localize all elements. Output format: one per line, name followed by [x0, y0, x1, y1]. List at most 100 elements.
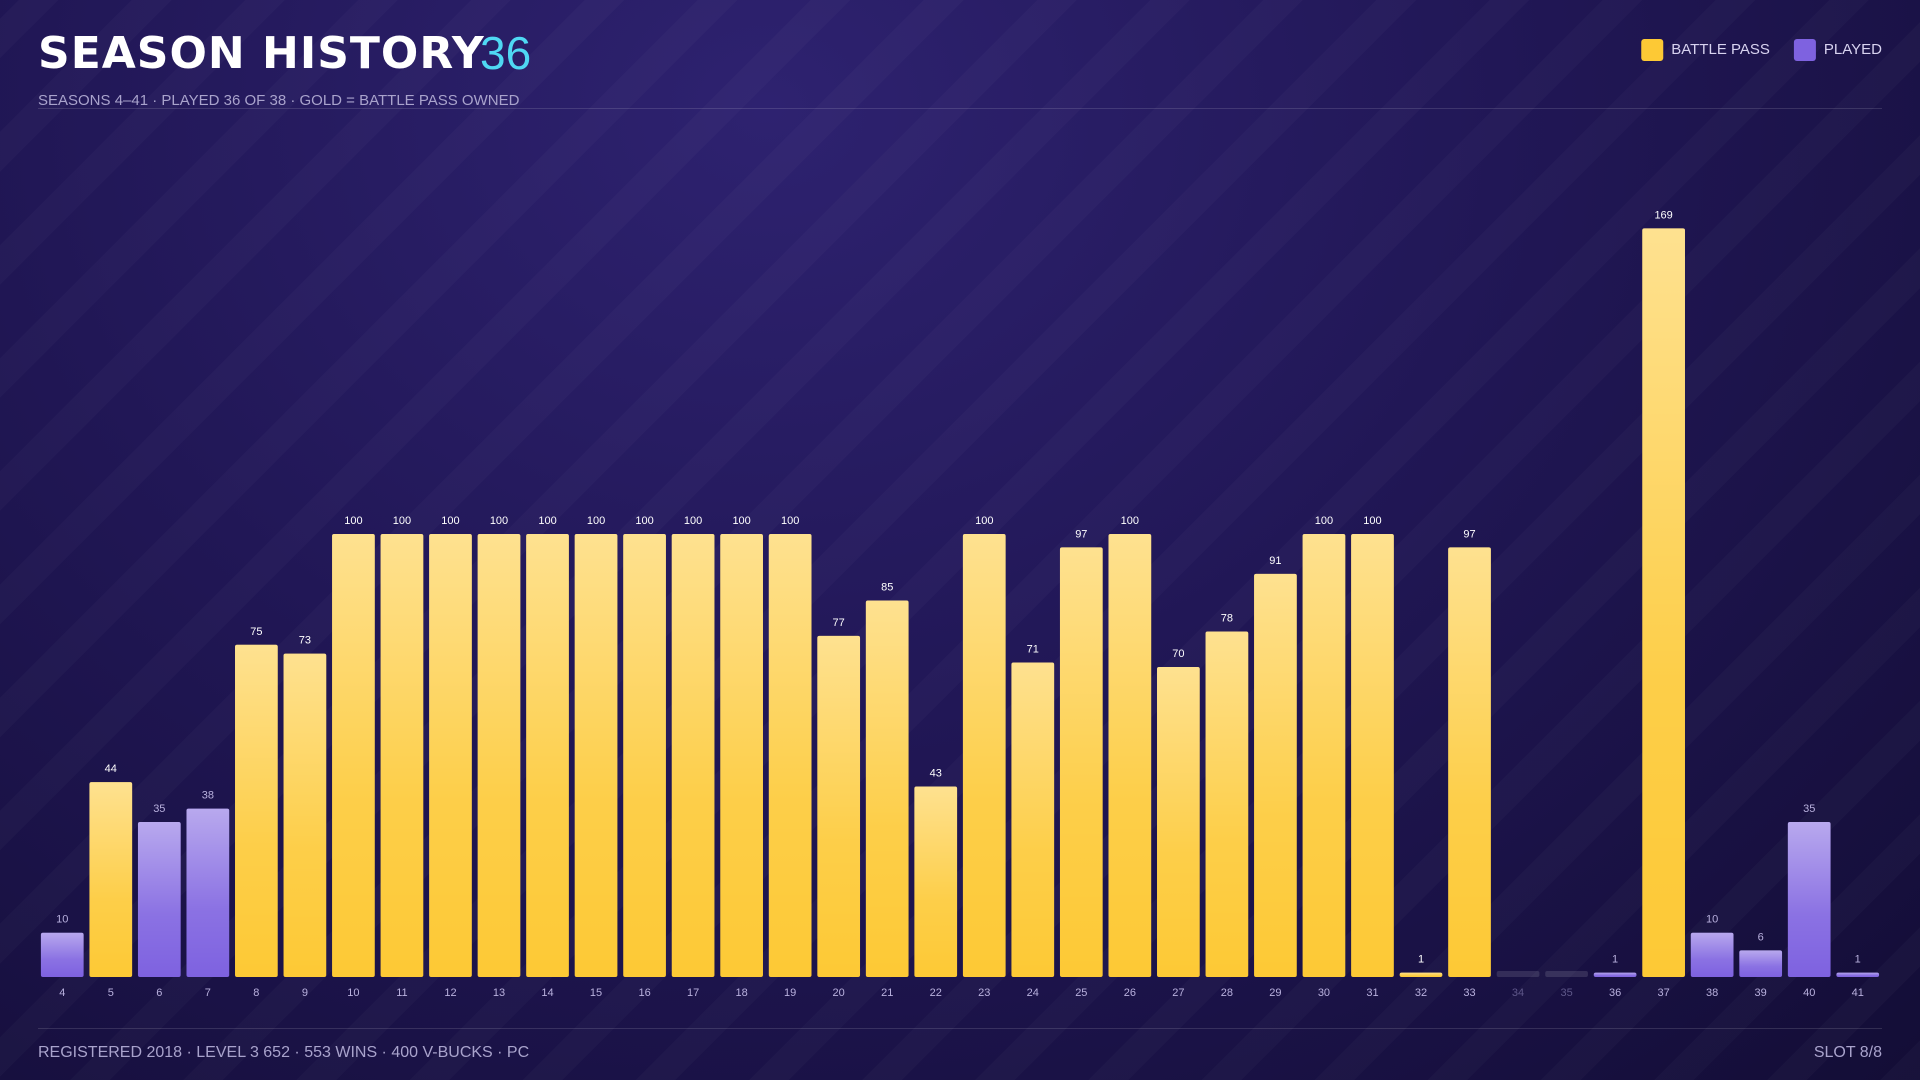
value-label: 100 — [1121, 515, 1139, 527]
value-label: 100 — [344, 515, 362, 527]
empty-slot — [1496, 971, 1540, 977]
x-tick-label: 21 — [881, 987, 893, 999]
value-label: 100 — [684, 515, 702, 527]
value-label: 100 — [635, 515, 653, 527]
bar-shine — [817, 635, 861, 977]
x-tick-label: 8 — [253, 987, 259, 999]
bar-shine — [865, 600, 909, 977]
divider — [38, 108, 1882, 109]
bar-shine — [1448, 547, 1491, 977]
x-tick-label: 10 — [347, 987, 359, 999]
value-label: 71 — [1027, 644, 1039, 656]
legend-swatch — [1793, 39, 1816, 61]
value-label: 100 — [1315, 515, 1333, 527]
value-label: 70 — [1172, 648, 1184, 660]
x-tick-label: 37 — [1658, 987, 1670, 999]
bar-shine — [477, 534, 521, 977]
x-tick-label: 15 — [590, 987, 602, 999]
legend-label: BATTLE PASS — [1671, 41, 1770, 58]
footer-info: REGISTERED 2018 · LEVEL 3 652 · 553 WINS… — [38, 1044, 530, 1061]
x-tick-label: 14 — [541, 987, 553, 999]
x-tick-label: 30 — [1318, 987, 1330, 999]
x-tick-label: 40 — [1803, 987, 1815, 999]
x-tick-label: 39 — [1755, 987, 1767, 999]
x-tick-label: 9 — [302, 987, 308, 999]
empty-slot — [1545, 971, 1588, 977]
value-label: 77 — [833, 617, 845, 629]
x-tick-label: 28 — [1221, 987, 1233, 999]
x-tick-label: 20 — [833, 987, 845, 999]
x-tick-label: 5 — [108, 987, 114, 999]
bar-shine — [720, 534, 763, 977]
value-label: 85 — [881, 582, 893, 594]
x-tick-label: 16 — [638, 987, 650, 999]
bar-shine — [914, 786, 958, 977]
bar-shine — [962, 534, 1006, 977]
x-tick-label: 36 — [1609, 987, 1621, 999]
bar-shine — [137, 821, 181, 977]
x-tick-label: 6 — [156, 987, 162, 999]
bar-shine — [768, 534, 812, 977]
value-label: 97 — [1463, 528, 1475, 540]
x-tick-label: 22 — [930, 987, 942, 999]
value-label: 100 — [441, 515, 459, 527]
x-tick-label: 11 — [396, 987, 407, 999]
x-tick-label: 32 — [1415, 987, 1427, 999]
value-label: 10 — [56, 914, 68, 926]
title: SEASON HISTORY — [38, 28, 485, 79]
value-label: 100 — [781, 515, 799, 527]
bar-shine — [671, 534, 715, 977]
x-tick-label: 35 — [1560, 987, 1572, 999]
x-tick-label: 41 — [1852, 987, 1864, 999]
value-label: 100 — [393, 515, 411, 527]
value-label: 38 — [202, 790, 214, 802]
footer-slot: SLOT 8/8 — [1813, 1044, 1882, 1061]
x-tick-label: 23 — [978, 987, 990, 999]
x-tick-label: 12 — [444, 987, 456, 999]
x-tick-label: 4 — [59, 987, 65, 999]
divider — [38, 1028, 1882, 1029]
x-tick-label: 31 — [1366, 987, 1378, 999]
bar-shine — [1739, 950, 1783, 977]
x-tick-label: 26 — [1124, 987, 1136, 999]
value-label: 100 — [538, 515, 556, 527]
bar-shine — [1836, 972, 1880, 977]
bar-shine — [40, 932, 84, 977]
x-tick-label: 19 — [784, 987, 796, 999]
value-label: 91 — [1269, 555, 1281, 567]
value-label: 100 — [732, 515, 750, 527]
x-tick-label: 18 — [736, 987, 748, 999]
bar-shine — [1787, 821, 1831, 977]
value-label: 35 — [153, 803, 165, 815]
bar-shine — [332, 534, 375, 977]
bar-shine — [89, 782, 133, 977]
x-tick-label: 25 — [1075, 987, 1087, 999]
value-label: 73 — [299, 635, 311, 647]
x-tick-label: 38 — [1706, 987, 1718, 999]
legend-swatch — [1641, 39, 1664, 61]
bar-shine — [1399, 972, 1443, 977]
bar-shine — [1011, 662, 1055, 977]
value-label: 43 — [930, 768, 942, 780]
value-label: 100 — [587, 515, 605, 527]
value-label: 169 — [1654, 209, 1672, 221]
value-label: 100 — [490, 515, 508, 527]
value-label: 10 — [1706, 914, 1718, 926]
x-tick-label: 29 — [1269, 987, 1281, 999]
bar-shine — [574, 534, 618, 977]
x-tick-label: 17 — [687, 987, 699, 999]
value-label: 78 — [1221, 613, 1233, 625]
bar-shine — [283, 653, 327, 977]
x-tick-label: 13 — [493, 987, 505, 999]
legend-label: PLAYED — [1824, 41, 1882, 58]
bar-shine — [1205, 631, 1249, 977]
value-label: 1 — [1855, 954, 1861, 966]
bar-shine — [1593, 972, 1637, 977]
bar-shine — [526, 534, 569, 977]
bar-shine — [235, 644, 278, 977]
x-tick-label: 34 — [1512, 987, 1524, 999]
season-count: 36 — [480, 27, 532, 79]
bar-shine — [429, 534, 472, 977]
value-label: 1 — [1418, 954, 1424, 966]
